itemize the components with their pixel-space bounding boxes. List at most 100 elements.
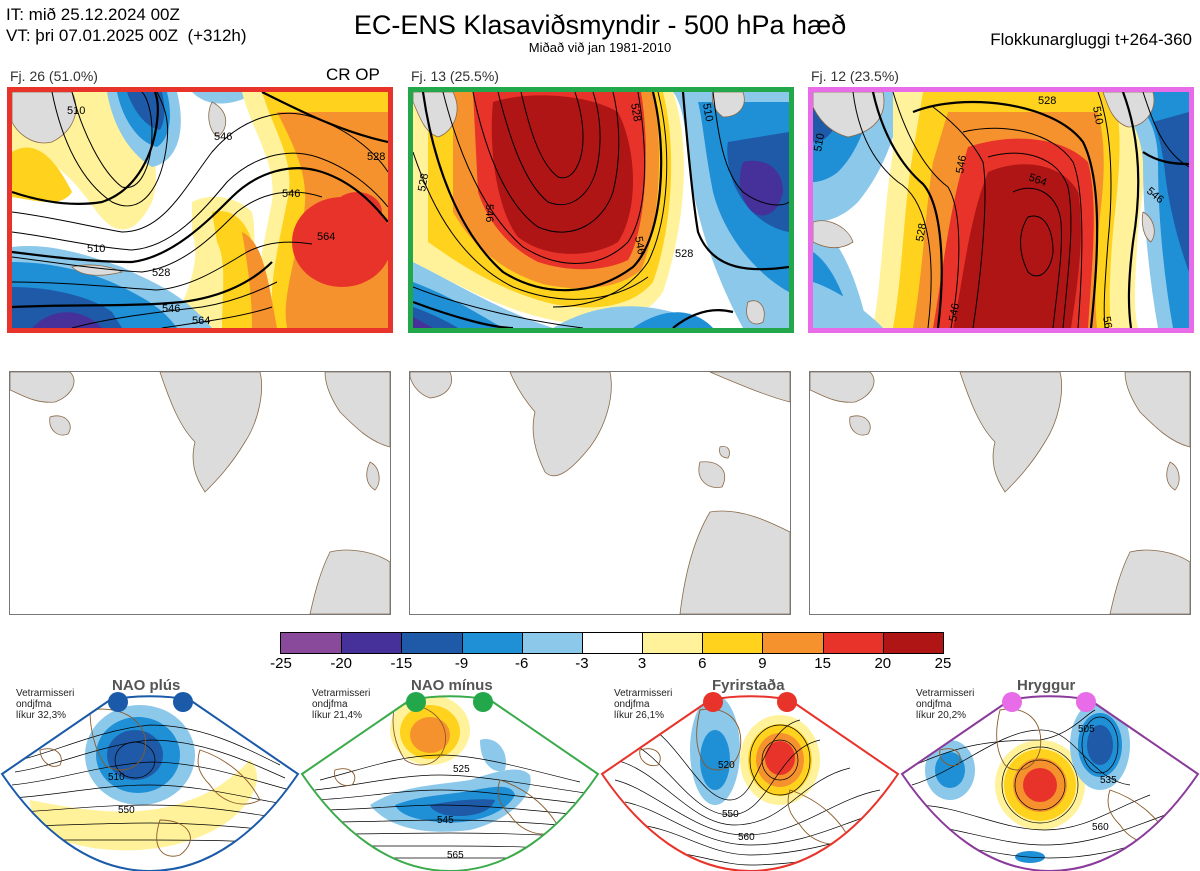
cluster-1-tag: CR OP bbox=[326, 65, 380, 84]
colorbar-segment bbox=[281, 633, 342, 653]
regime-contour-label: 560 bbox=[1092, 822, 1109, 833]
colorbar-segment bbox=[341, 633, 402, 653]
contour-label: 546 bbox=[954, 154, 969, 174]
colorbar-segment bbox=[762, 633, 823, 653]
regime-contour-label: 520 bbox=[718, 760, 735, 771]
classification-window: Flokkunargluggi t+264-360 bbox=[990, 30, 1192, 49]
regime-contour-label: 550 bbox=[118, 805, 135, 816]
colorbar-segment bbox=[642, 633, 703, 653]
cluster-3-map: 528 510 546 564 528 546 564 546 510 bbox=[808, 87, 1194, 333]
regime-2-frame bbox=[300, 695, 600, 871]
regime-2-note: Vetrarmisseri ondjfma líkur 21,4% bbox=[312, 688, 371, 721]
regime-3-dot-right bbox=[777, 692, 797, 712]
regime-4-dot-right bbox=[1076, 692, 1096, 712]
colorbar-tick-label: -25 bbox=[270, 655, 292, 672]
contour-label: 528 bbox=[675, 248, 693, 260]
page-subtitle: Miðað við jan 1981-2010 bbox=[528, 40, 672, 55]
regime-contour-label: 550 bbox=[722, 809, 739, 820]
cluster-1-map: 510 528 546 564 546 528 510 546 564 bbox=[7, 87, 393, 333]
contour-label: 546 bbox=[214, 131, 232, 143]
colorbar-segment bbox=[882, 633, 943, 653]
contour-label: 510 bbox=[87, 243, 105, 255]
regime-4-frame bbox=[900, 695, 1200, 871]
contour-label: 546 bbox=[282, 188, 300, 200]
regime-2-map: 525 545 565 bbox=[302, 696, 598, 871]
regime-3-dot-left bbox=[703, 692, 723, 712]
colorbar-segment bbox=[822, 633, 883, 653]
contour-label: 528 bbox=[1038, 95, 1056, 107]
colorbar-tick-label: -9 bbox=[454, 655, 469, 672]
contour-label: 564 bbox=[317, 231, 335, 243]
cluster-2-label: Fj. 13 (25.5%) bbox=[411, 68, 499, 84]
init-time: IT: mið 25.12.2024 00Z bbox=[6, 5, 180, 24]
contour-label: 546 bbox=[632, 235, 647, 255]
contour-label: 528 bbox=[628, 102, 643, 122]
regime-maps: 510 550 525 545 565 bbox=[0, 692, 1200, 871]
contour-label: 510 bbox=[813, 132, 827, 152]
regime-1-title: NAO plús bbox=[112, 677, 181, 694]
regime-contour-label: 560 bbox=[738, 832, 755, 843]
contour-label: 564 bbox=[1100, 315, 1115, 328]
contour-label: 546 bbox=[947, 302, 962, 322]
contour-label: 528 bbox=[152, 267, 170, 279]
regime-1-dot-right bbox=[173, 692, 193, 712]
colorbar-tick-label: 3 bbox=[637, 655, 647, 672]
regime-4-dot-left bbox=[1002, 692, 1022, 712]
regime-4-note: Vetrarmisseri ondjfma líkur 20,2% bbox=[916, 688, 975, 721]
colorbar-segment bbox=[401, 633, 462, 653]
regime-2-title: NAO mínus bbox=[411, 677, 493, 694]
regime-3-frame bbox=[600, 695, 900, 871]
regime-1-frame bbox=[0, 695, 300, 871]
contour-label: 546 bbox=[162, 303, 180, 315]
regime-contour-label: 505 bbox=[1078, 724, 1095, 735]
regime-3-map: 520 550 560 bbox=[602, 696, 898, 871]
contour-label: 528 bbox=[367, 151, 385, 163]
colorbar-segment bbox=[521, 633, 582, 653]
empty-map-1 bbox=[9, 371, 391, 615]
colorbar-tick-label: 20 bbox=[874, 655, 892, 672]
contour-label: 528 bbox=[416, 172, 431, 192]
colorbar-tick-label: 25 bbox=[934, 655, 952, 672]
contour-label: 510 bbox=[700, 102, 715, 122]
header-info: IT: mið 25.12.2024 00Z VT: þri 07.01.2025… bbox=[6, 4, 247, 46]
regime-2-dot-left bbox=[406, 692, 426, 712]
cluster-1-label: Fj. 26 (51.0%) bbox=[10, 68, 98, 84]
regime-3-note: Vetrarmisseri ondjfma líkur 26,1% bbox=[614, 688, 673, 721]
regime-markers bbox=[108, 692, 1096, 712]
cluster-3-label: Fj. 12 (23.5%) bbox=[811, 68, 899, 84]
colorbar-segment bbox=[702, 633, 763, 653]
contour-label: 564 bbox=[1027, 172, 1048, 190]
colorbar-tick-label: -20 bbox=[330, 655, 353, 672]
regime-4-map: 505 535 560 bbox=[902, 696, 1198, 871]
regime-4-title: Hryggur bbox=[1017, 677, 1076, 694]
page-title: EC-ENS Klasaviðsmyndir - 500 hPa hæð bbox=[353, 10, 847, 40]
colorbar-segment bbox=[581, 633, 643, 653]
empty-map-3 bbox=[809, 371, 1191, 615]
colorbar-tick-label: -6 bbox=[515, 655, 529, 672]
regime-1-map: 510 550 bbox=[2, 696, 298, 871]
empty-map-2 bbox=[409, 371, 791, 615]
contour-label: 564 bbox=[192, 315, 210, 327]
regime-contour-label: 565 bbox=[447, 850, 464, 861]
regime-2-dot-right bbox=[473, 692, 493, 712]
colorbar-segment bbox=[461, 633, 522, 653]
regime-1-note: Vetrarmisseri ondjfma líkur 32,3% bbox=[16, 688, 75, 721]
colorbar-tick-label: 6 bbox=[698, 655, 707, 672]
regime-3-title: Fyrirstaða bbox=[712, 677, 785, 694]
contour-label: 546 bbox=[483, 204, 495, 222]
colorbar-tick-label: -15 bbox=[390, 655, 413, 672]
cluster-2-map: 528 546 528 510 546 528 bbox=[408, 87, 794, 333]
contour-label: 528 bbox=[914, 222, 929, 242]
regime-contour-label: 545 bbox=[437, 815, 454, 826]
regime-contour-label: 510 bbox=[108, 772, 125, 783]
colorbar-tick-label: 9 bbox=[758, 655, 767, 672]
contour-label: 510 bbox=[67, 105, 85, 117]
valid-time: VT: þri 07.01.2025 00Z (+312h) bbox=[6, 26, 247, 45]
colorbar-tick-label: -3 bbox=[575, 655, 589, 672]
regime-contour-label: 525 bbox=[453, 764, 470, 775]
regime-1-dot-left bbox=[108, 692, 128, 712]
colorbar-tick-label: 15 bbox=[814, 655, 831, 672]
colorbar bbox=[280, 632, 944, 654]
contour-label: 510 bbox=[1090, 105, 1105, 125]
regime-contour-label: 535 bbox=[1100, 775, 1117, 786]
